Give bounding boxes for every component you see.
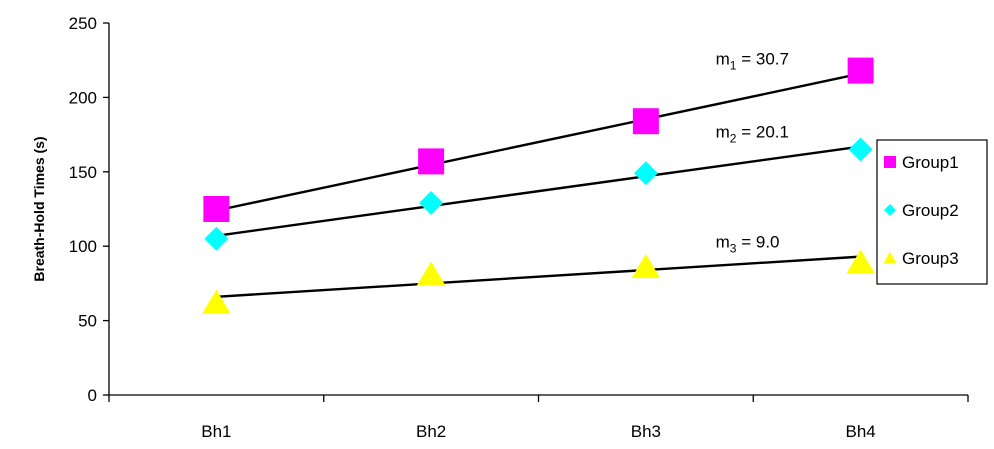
x-tick-label: Bh4 [846, 422, 876, 441]
slope-annotation-group3: m3 = 9.0 [716, 233, 780, 256]
legend-marker-group3 [883, 252, 897, 264]
legend-label-group2: Group2 [902, 201, 959, 220]
slope-annotations: m1 = 30.7 m2 = 20.1 m3 = 9.0 [716, 50, 789, 256]
y-tick-label: 100 [69, 237, 97, 256]
data-point-group1 [847, 57, 874, 84]
y-tick-label: 50 [78, 312, 97, 331]
data-markers [202, 57, 875, 314]
data-point-group2 [848, 137, 873, 162]
x-tick-label: Bh1 [201, 422, 231, 441]
trendline-group1 [216, 72, 861, 212]
legend: Group1 Group2 Group3 [876, 139, 988, 285]
data-point-group2 [204, 226, 229, 251]
data-point-group3 [202, 289, 231, 314]
slope-annotation-group1: m1 = 30.7 [716, 50, 789, 73]
x-axis: Bh1 Bh2 Bh3 Bh4 [108, 394, 969, 441]
y-axis-title: Breath-Hold Times (s) [31, 136, 47, 281]
data-point-group3 [631, 254, 661, 279]
trendline-group3 [216, 255, 861, 298]
y-tick-label: 150 [69, 163, 97, 182]
x-tick-label: Bh3 [631, 422, 661, 441]
legend-marker-group1 [884, 156, 896, 168]
data-point-group3 [846, 249, 875, 274]
legend-label-group3: Group3 [902, 249, 959, 268]
y-tick-label: 250 [69, 14, 97, 33]
legend-label-group1: Group1 [902, 153, 959, 172]
data-point-group1 [632, 108, 659, 135]
y-axis: 0 50 100 150 200 250 [69, 14, 110, 405]
data-point-group1 [203, 196, 230, 222]
data-point-group1 [418, 148, 445, 175]
data-point-group3 [416, 261, 446, 286]
legend-marker-group2 [884, 204, 896, 216]
trendlines [216, 72, 861, 298]
trendline-group2 [216, 145, 861, 237]
x-tick-label: Bh2 [416, 422, 446, 441]
slope-annotation-group2: m2 = 20.1 [716, 123, 789, 146]
data-point-group2 [633, 161, 658, 186]
y-tick-label: 0 [88, 386, 97, 405]
y-tick-label: 200 [69, 88, 97, 107]
data-point-group2 [419, 191, 444, 216]
